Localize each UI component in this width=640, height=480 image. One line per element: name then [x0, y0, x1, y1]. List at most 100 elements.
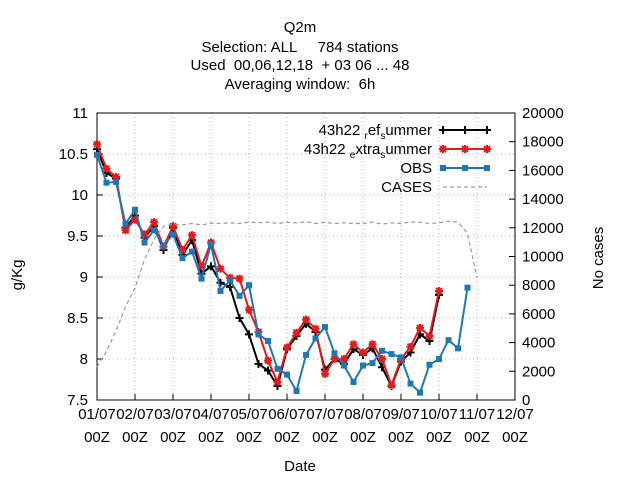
x-axis-label: Date: [284, 458, 316, 475]
y2-tick-label: 2000: [522, 363, 555, 380]
x-tick-label-hour: 00Z: [160, 429, 186, 446]
x-tick-label-hour: 00Z: [274, 429, 300, 446]
series-layer: [93, 140, 478, 396]
y-tick-label: 9.5: [67, 228, 88, 245]
data-point: [360, 362, 366, 369]
x-tick-label-hour: 00Z: [388, 429, 414, 446]
data-point: [416, 323, 424, 332]
data-point: [113, 178, 119, 185]
data-point: [121, 226, 130, 235]
data-point: [303, 351, 309, 358]
data-point: [435, 286, 443, 295]
data-point: [102, 164, 111, 173]
data-point: [406, 342, 415, 351]
y-tick-label: 8.5: [67, 310, 88, 327]
data-point: [387, 381, 396, 390]
data-point: [226, 282, 234, 291]
x-tick-label-date: 08/07: [344, 406, 382, 423]
legend-marker: [461, 126, 469, 134]
legend-label: CASES: [381, 179, 432, 196]
y-tick-label: 7.5: [67, 392, 88, 409]
legend-marker: [462, 165, 468, 171]
data-point: [122, 220, 129, 227]
data-point: [284, 371, 290, 378]
y-tick-label: 10.5: [59, 146, 88, 163]
y-tick-label: 9: [80, 269, 88, 286]
y-tick-label: 11: [72, 105, 88, 122]
y2-tick-label: 18000: [522, 134, 564, 151]
legend-marker: [440, 165, 446, 171]
data-point: [197, 262, 206, 271]
data-point: [264, 366, 272, 375]
x-tick-label-hour: 00Z: [502, 429, 528, 446]
y2-tick-label: 8000: [522, 277, 555, 294]
data-point: [112, 172, 120, 181]
data-point: [274, 365, 281, 372]
data-point: [359, 348, 367, 357]
data-point: [236, 292, 243, 299]
legend-label: OBS: [400, 160, 432, 177]
legend-marker: [439, 145, 447, 153]
data-point: [322, 324, 328, 331]
data-point: [188, 231, 196, 240]
data-point: [312, 335, 319, 342]
data-point: [160, 242, 167, 249]
chart-title-block: Q2m Selection: ALL 784 stations Used 00,…: [191, 19, 410, 93]
data-point: [264, 356, 272, 365]
data-point: [245, 305, 253, 314]
data-point: [398, 354, 404, 361]
x-tick-label-date: 04/07: [192, 406, 230, 423]
y-tick-label: 10: [71, 187, 88, 204]
x-tick-label-hour: 00Z: [122, 429, 148, 446]
data-point: [94, 151, 100, 158]
data-point: [216, 264, 225, 273]
legend-marker: [439, 126, 447, 134]
y2-tick-label: 10000: [522, 249, 564, 266]
y-axis-label: g/Kg: [9, 260, 26, 291]
data-point: [330, 355, 339, 363]
x-tick-label-date: 03/07: [154, 406, 192, 423]
data-point: [235, 274, 244, 283]
legend-marker: [483, 145, 491, 153]
data-point: [417, 389, 423, 396]
x-tick-label-hour: 00Z: [350, 429, 376, 446]
data-point: [93, 140, 101, 149]
data-point: [140, 230, 149, 239]
data-point: [445, 337, 452, 344]
data-point: [189, 248, 195, 255]
data-point: [178, 245, 187, 254]
x-tick-label-hour: 00Z: [198, 429, 224, 446]
x-tick-label-hour: 00Z: [312, 429, 338, 446]
data-point: [293, 387, 300, 394]
axes: 7.5 8 8.5 9 9.5 10 10.5 11 0 2000 4000 6000 8000 1000…: [59, 105, 564, 446]
data-point: [378, 355, 386, 363]
legend-marker: [483, 126, 491, 134]
y2-tick-label: 0: [522, 392, 530, 409]
data-point: [235, 314, 244, 322]
chart-subtitle-line-2: Used 00,06,12,18 + 03 06 ... 48: [191, 57, 410, 74]
y2-axis-label: No cases: [590, 227, 607, 290]
data-point: [388, 351, 395, 358]
data-point: [455, 345, 461, 352]
data-point: [349, 340, 358, 349]
y-tick-label: 8: [80, 351, 88, 368]
data-point: [217, 287, 224, 294]
data-point: [341, 362, 347, 369]
x-tick-label-date: 12/07: [496, 406, 534, 423]
data-point: [369, 360, 376, 367]
data-point: [436, 356, 442, 362]
x-tick-label-date: 07/07: [306, 406, 344, 423]
legend-marker: [461, 145, 469, 153]
data-point: [464, 284, 471, 291]
x-tick-label-hour: 00Z: [236, 429, 262, 446]
series-line: [96, 154, 469, 395]
data-point: [255, 331, 262, 338]
x-tick-label-date: 09/07: [382, 406, 420, 423]
data-point: [151, 227, 157, 234]
series-43h22-extra-summer: [93, 140, 443, 390]
x-tick-label-hour: 00Z: [84, 429, 110, 446]
chart-title: Q2m: [284, 19, 317, 36]
